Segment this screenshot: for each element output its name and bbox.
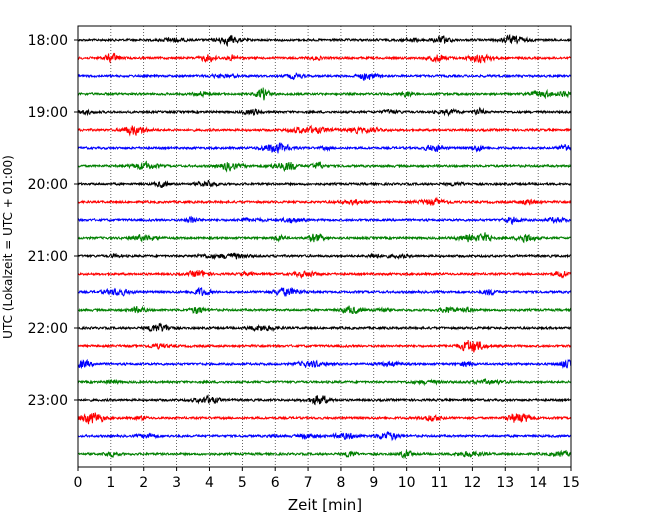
trace-line-5	[77, 124, 572, 137]
trace-line-3	[77, 87, 572, 101]
x-tick-label-9: 9	[369, 475, 378, 491]
x-tick-label-8: 8	[336, 475, 345, 491]
trace-line-2	[77, 72, 572, 81]
y-axis-ticks: 18:00 19:00 20:00 21:00 22:00 23:00	[28, 33, 78, 409]
trace-line-18	[77, 358, 572, 370]
trace-line-0	[77, 33, 572, 48]
y-tick-label-1: 19:00	[28, 105, 68, 121]
x-tick-label-7: 7	[304, 475, 313, 491]
x-tick-label-14: 14	[529, 475, 547, 491]
plot-frame	[77, 25, 572, 468]
trace-line-10	[77, 215, 572, 226]
x-tick-label-6: 6	[271, 475, 280, 491]
x-tick-label-1: 1	[106, 475, 115, 491]
x-tick-label-10: 10	[398, 475, 416, 491]
y-tick-label-3: 21:00	[28, 249, 68, 265]
trace-line-11	[77, 232, 572, 244]
trace-line-9	[77, 196, 572, 207]
trace-line-22	[77, 431, 572, 442]
x-tick-label-3: 3	[172, 475, 181, 491]
trace-line-17	[77, 340, 572, 353]
x-tick-label-0: 0	[74, 475, 83, 491]
trace-line-23	[77, 449, 572, 459]
x-tick-label-12: 12	[463, 475, 481, 491]
trace-line-14	[77, 286, 572, 297]
trace-line-13	[77, 269, 572, 280]
trace-line-15	[77, 305, 572, 315]
x-tick-label-2: 2	[139, 475, 148, 491]
y-tick-label-2: 20:00	[28, 177, 68, 193]
trace-line-19	[77, 378, 572, 387]
x-tick-label-15: 15	[562, 475, 580, 491]
trace-series	[77, 33, 572, 459]
trace-line-20	[77, 393, 572, 406]
trace-line-4	[77, 106, 572, 117]
x-axis-ticks: 0 1 2 3 4 5 6 7 8 9 10 11 12 13 14 15	[74, 467, 580, 491]
trace-line-1	[77, 52, 572, 64]
y-axis-label: UTC (Lokalzeit = UTC + 01:00)	[1, 155, 15, 339]
y-tick-label-0: 18:00	[28, 33, 68, 49]
y-tick-label-5: 23:00	[28, 393, 68, 409]
trace-line-8	[77, 179, 572, 189]
trace-line-6	[77, 141, 572, 154]
x-tick-label-4: 4	[205, 475, 214, 491]
x-tick-label-5: 5	[238, 475, 247, 491]
y-tick-label-4: 22:00	[28, 321, 68, 337]
trace-line-16	[77, 322, 572, 333]
x-tick-label-13: 13	[496, 475, 514, 491]
trace-line-21	[77, 412, 572, 425]
trace-line-7	[77, 160, 572, 173]
x-axis-label: Zeit [min]	[288, 496, 362, 514]
trace-line-12	[77, 252, 572, 260]
x-tick-label-11: 11	[431, 475, 449, 491]
